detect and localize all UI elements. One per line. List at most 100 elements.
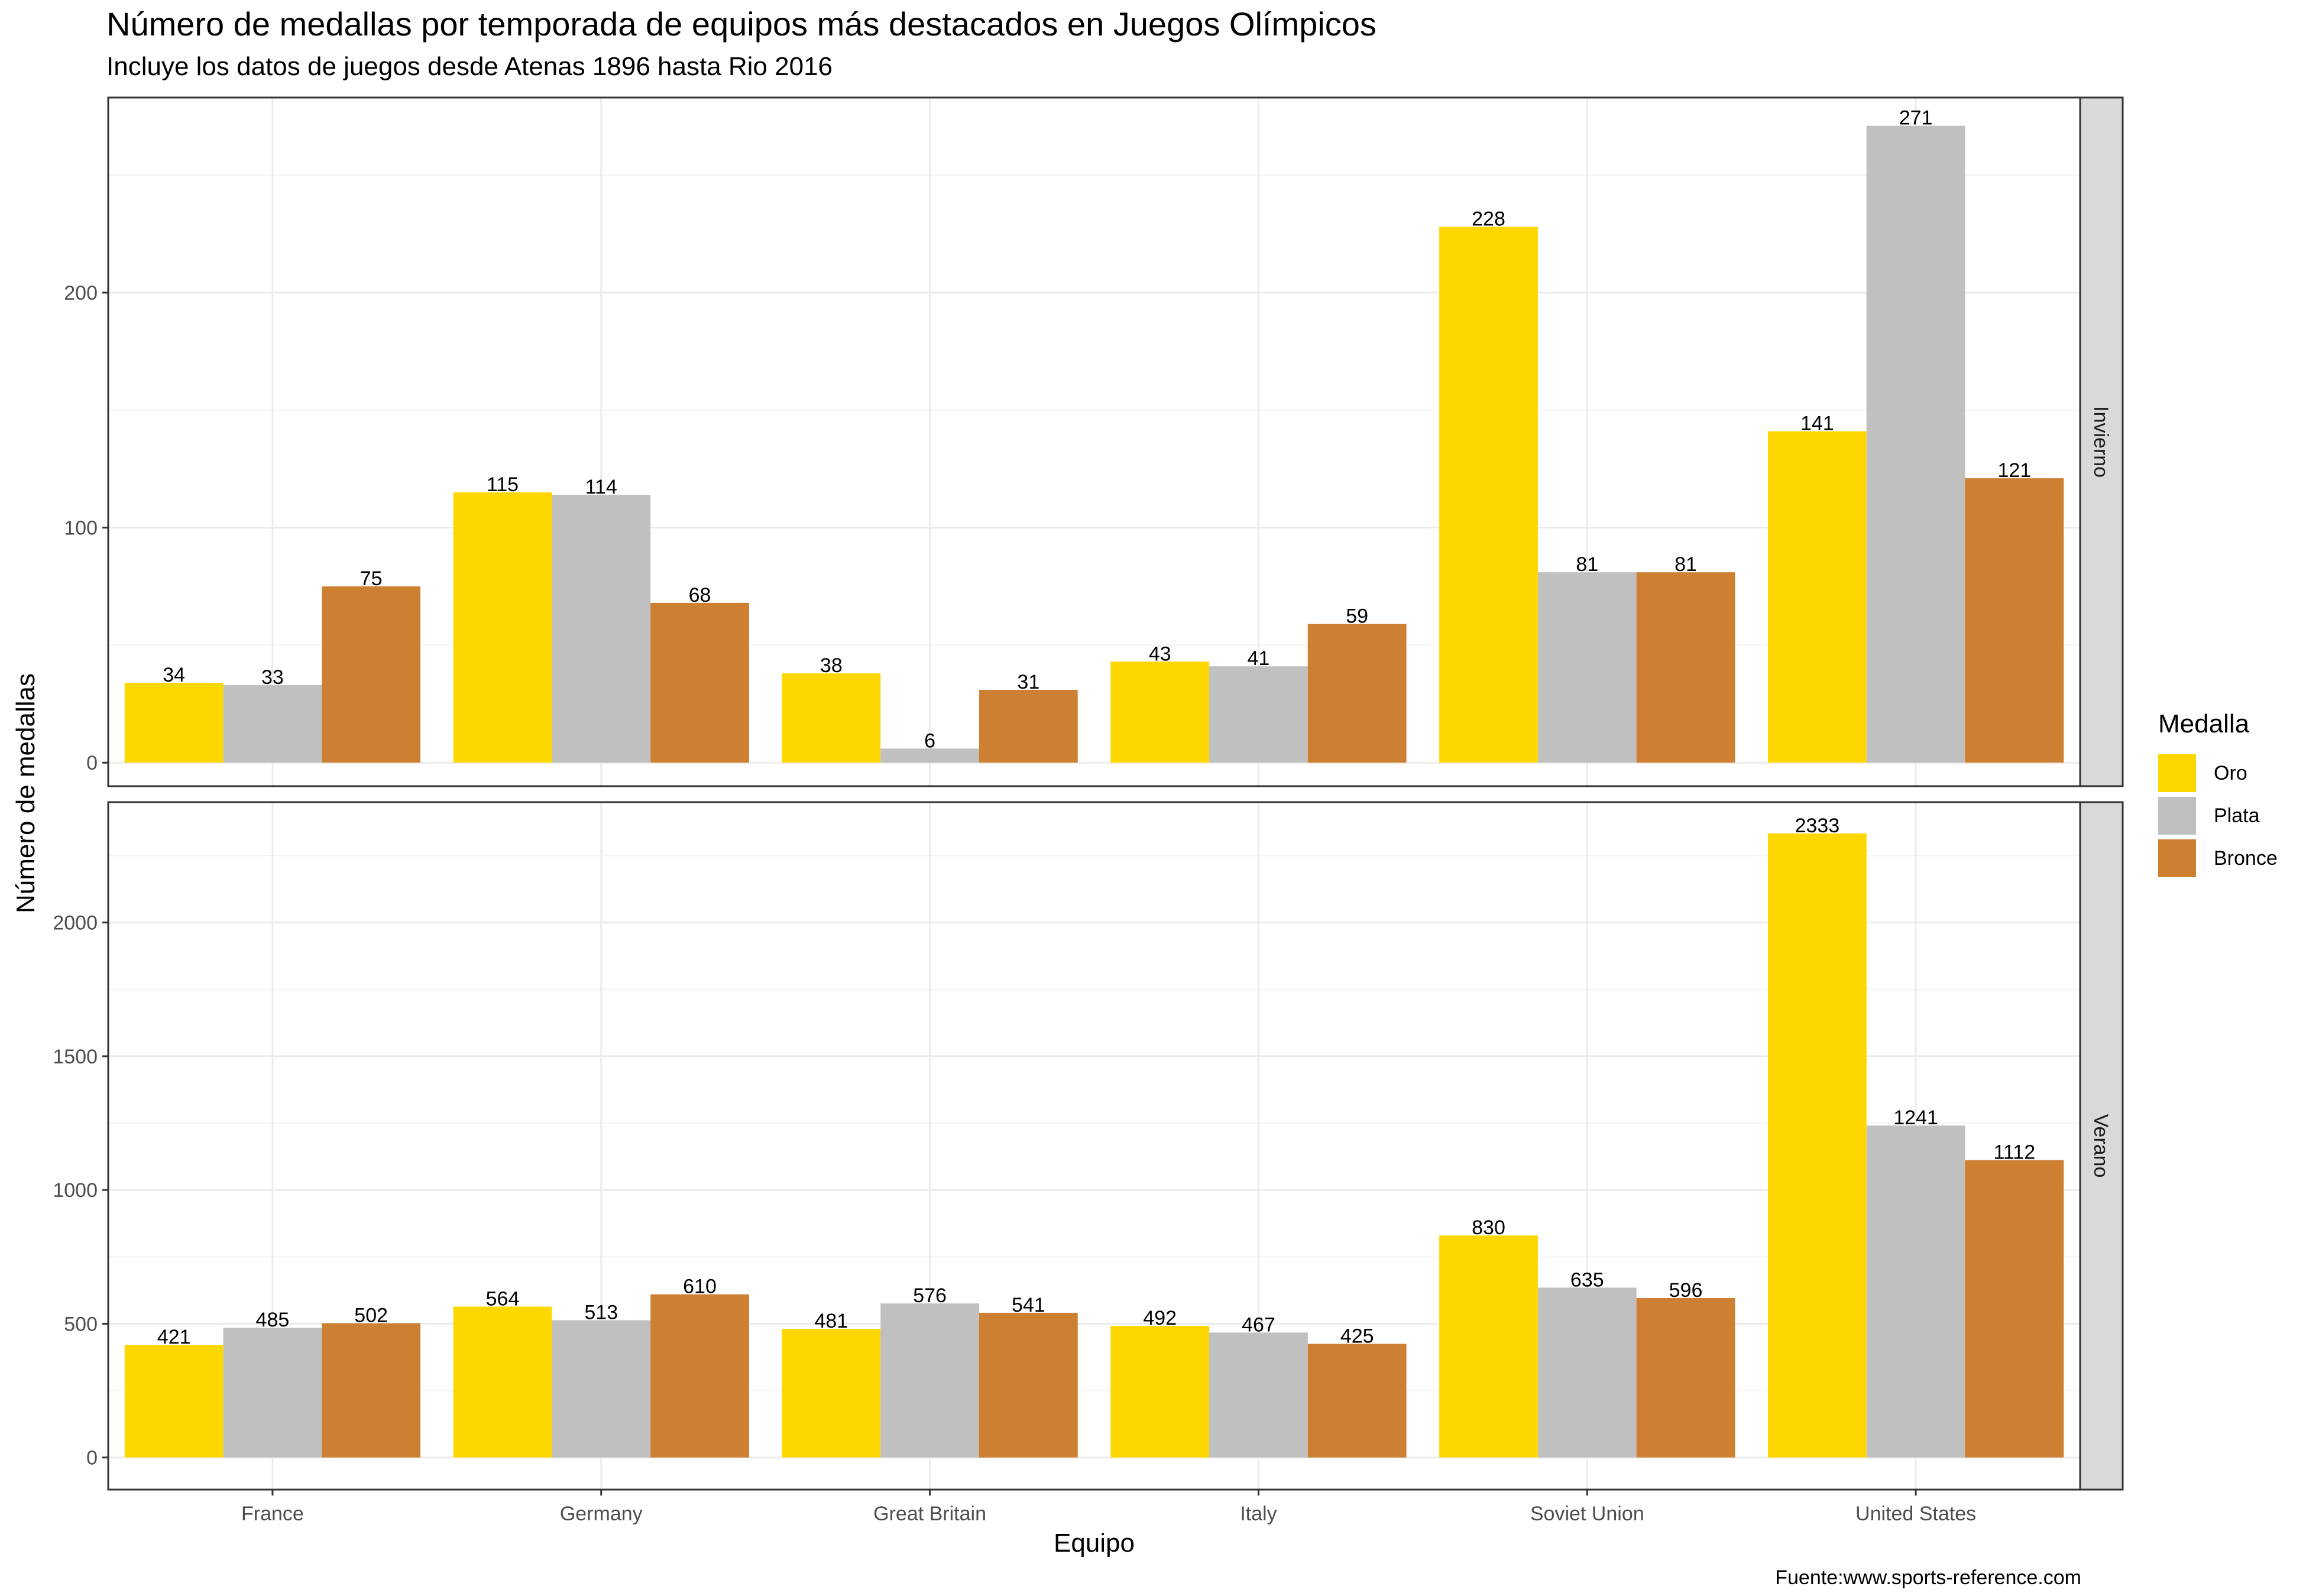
value-label-invierno-oro: 43 xyxy=(1149,643,1171,665)
source-caption: Fuente:www.sports-reference.com xyxy=(1775,1566,2081,1589)
bar-invierno-oro xyxy=(453,492,552,763)
value-label-verano-plata: 485 xyxy=(256,1309,290,1331)
bar-verano-bronce xyxy=(650,1294,749,1458)
value-label-verano-bronce: 425 xyxy=(1340,1325,1374,1347)
bar-invierno-plata xyxy=(552,494,651,763)
bar-invierno-oro xyxy=(1110,661,1210,763)
y-tick-label-verano: 1000 xyxy=(53,1179,98,1202)
legend-label-plata: Plata xyxy=(2214,804,2260,827)
bar-invierno-bronce xyxy=(322,586,421,763)
value-label-invierno-bronce: 121 xyxy=(1997,459,2031,482)
bar-invierno-bronce xyxy=(650,602,749,763)
bar-invierno-oro xyxy=(1767,431,1867,763)
bar-verano-plata xyxy=(1209,1332,1308,1458)
legend-item-bronce: Bronce xyxy=(2158,837,2278,880)
legend-item-plata: Plata xyxy=(2158,794,2278,837)
value-label-verano-plata: 467 xyxy=(1242,1313,1275,1336)
bar-verano-plata xyxy=(223,1328,322,1458)
bar-invierno-plata xyxy=(1866,125,1965,763)
bar-verano-oro xyxy=(453,1306,552,1458)
value-label-verano-oro: 830 xyxy=(1472,1217,1505,1239)
bar-invierno-oro xyxy=(782,673,881,763)
chart-title: Número de medallas por temporada de equi… xyxy=(106,5,1377,43)
value-label-verano-bronce: 1112 xyxy=(1994,1141,2036,1163)
value-label-verano-plata: 576 xyxy=(913,1284,947,1307)
value-label-invierno-oro: 228 xyxy=(1472,208,1505,231)
value-label-verano-oro: 564 xyxy=(486,1287,520,1310)
bar-invierno-plata xyxy=(1209,666,1308,763)
x-tick-label: Soviet Union xyxy=(1530,1503,1644,1525)
legend-title: Medalla xyxy=(2158,709,2250,738)
y-tick-label-verano: 500 xyxy=(64,1313,98,1335)
legend-item-oro: Oro xyxy=(2158,752,2278,794)
bar-verano-bronce xyxy=(1307,1344,1407,1458)
bar-invierno-oro xyxy=(124,683,224,763)
x-tick-label: Italy xyxy=(1240,1503,1277,1525)
value-label-invierno-bronce: 68 xyxy=(689,584,711,606)
bar-verano-plata xyxy=(552,1320,651,1458)
value-label-invierno-plata: 271 xyxy=(1899,107,1933,129)
value-label-invierno-plata: 33 xyxy=(261,666,284,689)
x-tick-label: France xyxy=(241,1503,304,1525)
value-label-invierno-oro: 38 xyxy=(820,654,843,677)
legend-key-plata xyxy=(2158,797,2196,835)
facet-strip-verano xyxy=(2079,801,2124,1491)
value-label-invierno-plata: 81 xyxy=(1576,553,1598,576)
bar-verano-oro xyxy=(1439,1235,1538,1458)
value-label-invierno-plata: 6 xyxy=(924,729,935,752)
legend-key-bronce xyxy=(2158,839,2196,877)
value-label-verano-plata: 635 xyxy=(1570,1269,1604,1291)
value-label-invierno-bronce: 59 xyxy=(1346,605,1368,628)
legend-label-oro: Oro xyxy=(2214,761,2247,784)
bar-invierno-bronce xyxy=(1307,624,1407,763)
bar-verano-oro xyxy=(1110,1326,1210,1458)
y-tick-label-invierno: 0 xyxy=(86,752,98,774)
value-label-verano-oro: 492 xyxy=(1143,1307,1177,1329)
value-label-verano-oro: 2333 xyxy=(1795,815,1840,837)
legend-label-bronce: Bronce xyxy=(2214,846,2278,870)
y-tick-label-verano: 1500 xyxy=(53,1046,98,1068)
bar-verano-bronce xyxy=(979,1312,1078,1458)
value-label-invierno-bronce: 31 xyxy=(1017,671,1039,693)
x-axis-title: Equipo xyxy=(1054,1529,1135,1558)
legend-key-oro xyxy=(2158,754,2196,792)
bar-invierno-bronce xyxy=(979,689,1078,763)
value-label-invierno-oro: 141 xyxy=(1800,413,1834,435)
bar-invierno-plata xyxy=(1537,572,1637,763)
value-label-invierno-bronce: 81 xyxy=(1675,553,1697,576)
bar-verano-plata xyxy=(1537,1287,1637,1458)
facet-strip-label-invierno: Invierno xyxy=(2090,406,2112,478)
x-tick-label: United States xyxy=(1855,1503,1976,1525)
value-label-verano-plata: 513 xyxy=(584,1302,618,1324)
bar-invierno-plata xyxy=(880,748,979,763)
value-label-invierno-oro: 115 xyxy=(487,473,519,496)
bar-verano-oro xyxy=(782,1329,881,1458)
value-label-verano-bronce: 541 xyxy=(1012,1294,1045,1316)
bar-verano-bronce xyxy=(1636,1297,1735,1458)
bar-verano-oro xyxy=(1767,833,1867,1458)
bar-invierno-oro xyxy=(1439,226,1538,763)
y-tick-label-invierno: 100 xyxy=(64,517,98,540)
chart-subtitle: Incluye los datos de juegos desde Atenas… xyxy=(106,52,833,81)
x-tick-label: Germany xyxy=(560,1503,643,1525)
bar-invierno-bronce xyxy=(1965,478,2064,763)
bar-invierno-plata xyxy=(223,685,322,763)
bar-verano-plata xyxy=(880,1303,979,1458)
bar-verano-bronce xyxy=(1965,1160,2064,1458)
y-tick-label-verano: 0 xyxy=(86,1447,98,1470)
value-label-invierno-oro: 34 xyxy=(163,664,185,686)
bar-verano-plata xyxy=(1866,1125,1965,1458)
facet-strip-label-verano: Verano xyxy=(2090,1114,2112,1178)
facet-strip-invierno xyxy=(2079,96,2124,787)
bar-invierno-bronce xyxy=(1636,572,1735,763)
y-tick-label-invierno: 200 xyxy=(64,282,98,304)
value-label-invierno-bronce: 75 xyxy=(360,567,383,590)
value-label-verano-bronce: 596 xyxy=(1669,1279,1703,1302)
value-label-verano-bronce: 502 xyxy=(354,1305,388,1327)
x-tick-label: Great Britain xyxy=(873,1503,986,1525)
legend: Medalla Oro Plata Bronce xyxy=(2158,709,2278,880)
value-label-verano-oro: 421 xyxy=(157,1326,191,1348)
bar-verano-bronce xyxy=(322,1323,421,1458)
value-label-verano-plata: 1241 xyxy=(1893,1107,1938,1129)
